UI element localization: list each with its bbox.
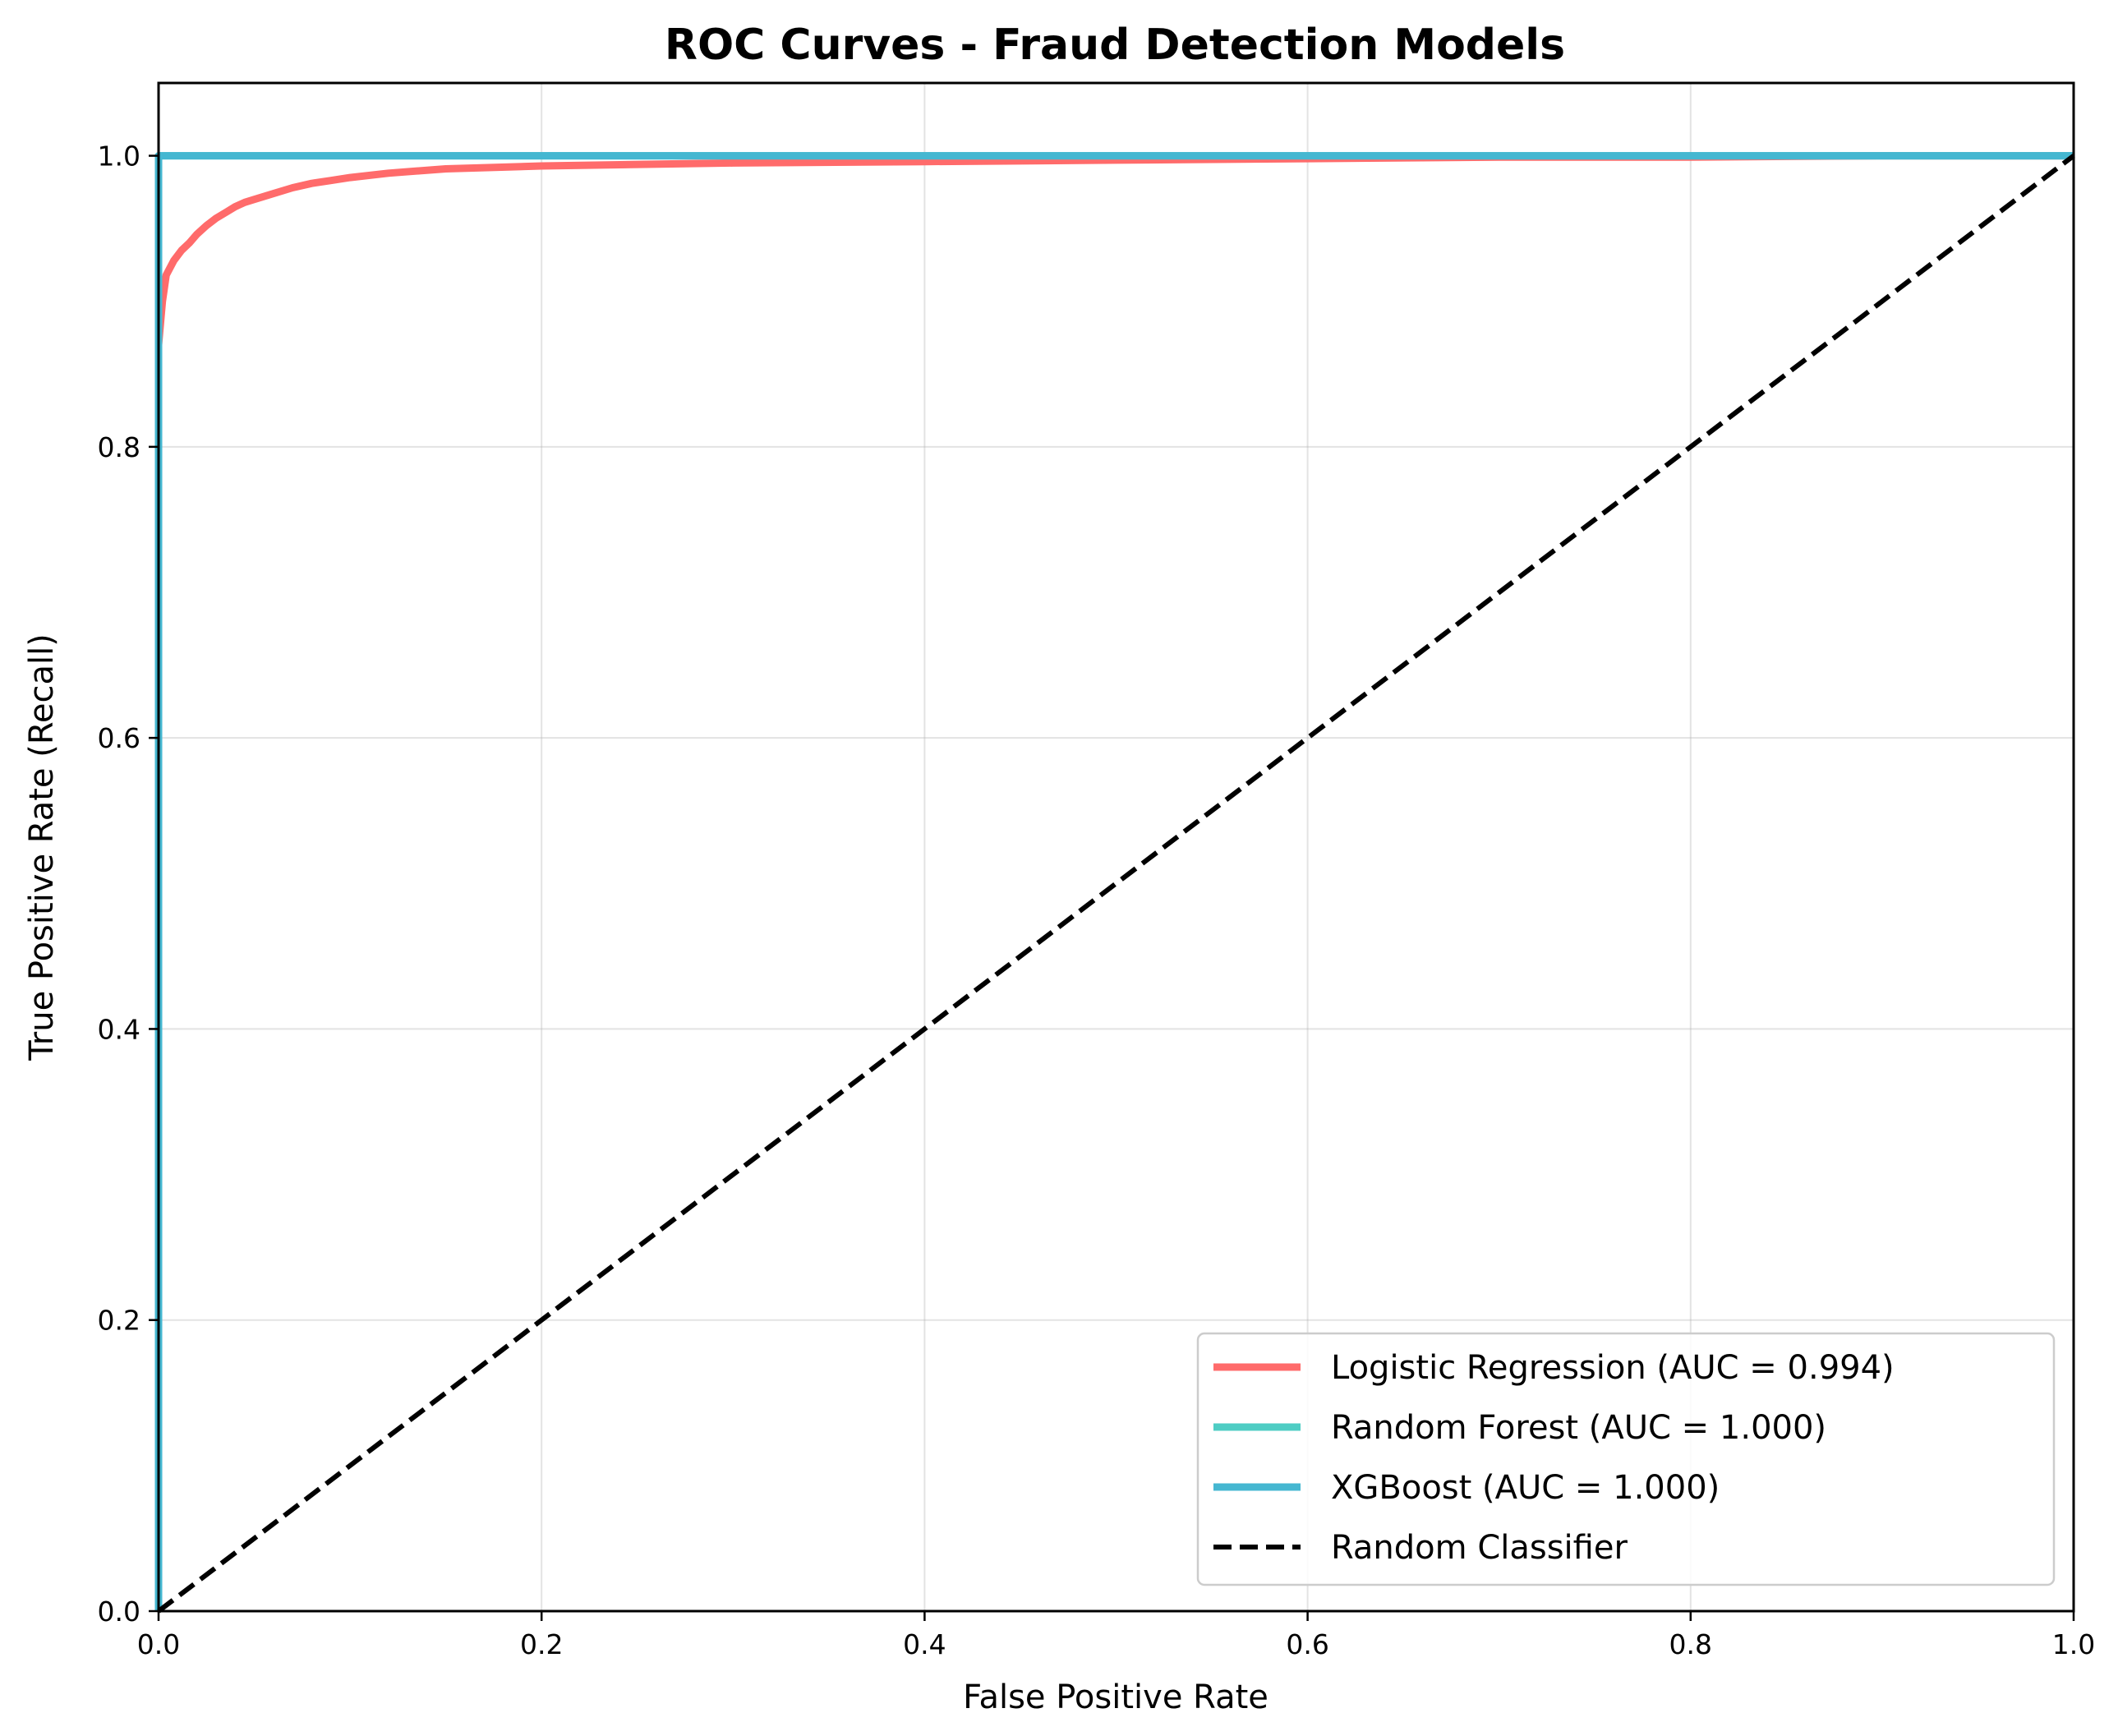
- x-tick-label: 0.0: [137, 1628, 180, 1660]
- axis-ticks: 0.0 0.2 0.4 0.6 0.8 1.0 0.0 0.2 0.4 0.6 0.8 1.0: [98, 140, 2096, 1660]
- legend-label-random-forest: Random Forest (AUC = 1.000): [1331, 1409, 1826, 1447]
- x-tick-label: 0.8: [1669, 1628, 1712, 1660]
- y-tick-label: 0.8: [98, 431, 140, 463]
- y-axis-label: True Positive Rate (Recall): [23, 633, 61, 1061]
- x-axis-label: False Positive Rate: [963, 1678, 1268, 1716]
- legend-box: [1196, 1332, 2056, 1586]
- legend-label-logistic-regression: Logistic Regression (AUC = 0.994): [1331, 1349, 1895, 1387]
- y-tick-label: 0.0: [98, 1596, 140, 1628]
- x-tick-label: 0.2: [520, 1628, 563, 1660]
- x-tick-label: 0.4: [903, 1628, 946, 1660]
- y-tick-label: 0.4: [98, 1013, 140, 1045]
- y-tick-label: 1.0: [98, 140, 140, 173]
- series-line-random-classifier: [157, 154, 2075, 1614]
- x-tick-label: 1.0: [2052, 1628, 2095, 1660]
- chart-title: ROC Curves - Fraud Detection Models: [665, 21, 1565, 70]
- legend-label-xgboost: XGBoost (AUC = 1.000): [1331, 1469, 1720, 1507]
- x-tick-label: 0.6: [1286, 1628, 1328, 1660]
- legend-label-random-classifier: Random Classifier: [1331, 1529, 1628, 1567]
- y-tick-label: 0.2: [98, 1305, 140, 1337]
- series-line-logistic-regression: [154, 152, 2074, 1611]
- y-tick-label: 0.6: [98, 722, 140, 754]
- legend: Logistic Regression (AUC = 0.994) Random …: [1196, 1332, 2056, 1586]
- plot-frame: [157, 81, 2075, 1613]
